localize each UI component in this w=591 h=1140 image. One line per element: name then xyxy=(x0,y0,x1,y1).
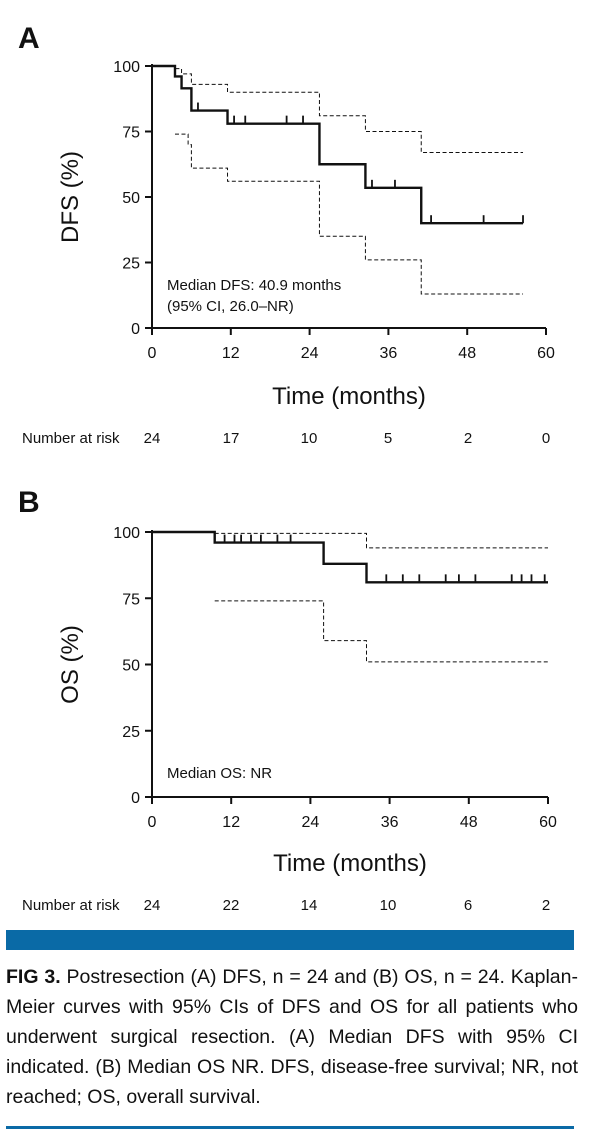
caption-label: FIG 3. xyxy=(6,966,61,988)
risk-value-b: 10 xyxy=(380,897,397,914)
x-tick-label-a: 12 xyxy=(222,345,240,362)
y-tick-label-b: 0 xyxy=(131,790,140,807)
x-tick-label-b: 0 xyxy=(148,814,157,831)
x-tick-label-b: 36 xyxy=(381,814,399,831)
risk-value-b: 24 xyxy=(144,897,161,914)
color-band xyxy=(6,930,574,950)
x-tick-label-b: 60 xyxy=(539,814,557,831)
panel-letter-b: B xyxy=(18,486,40,519)
risk-value-a: 17 xyxy=(223,430,240,447)
bottom-rule xyxy=(6,1126,574,1129)
median-annotation-a: (95% CI, 26.0–NR) xyxy=(167,298,294,315)
y-tick-label-b: 25 xyxy=(122,724,140,741)
y-tick-label-b: 75 xyxy=(122,591,140,608)
x-axis-title-b: Time (months) xyxy=(273,850,427,877)
risk-label-a: Number at risk xyxy=(22,430,120,447)
median-annotation-a: Median DFS: 40.9 months xyxy=(167,277,341,294)
km-estimate-line-b xyxy=(152,530,548,584)
y-tick-label-a: 100 xyxy=(113,59,140,76)
panel-letter-a: A xyxy=(18,22,40,55)
y-tick-label-b: 100 xyxy=(113,525,140,542)
ci-upper-line-a xyxy=(152,65,524,153)
x-tick-label-a: 60 xyxy=(537,345,555,362)
risk-label-b: Number at risk xyxy=(22,897,120,914)
risk-value-b: 2 xyxy=(542,897,550,914)
x-tick-label-a: 0 xyxy=(148,345,157,362)
y-axis-title-b: OS (%) xyxy=(57,625,84,704)
y-tick-label-a: 50 xyxy=(122,190,140,207)
y-tick-label-a: 75 xyxy=(122,125,140,142)
y-tick-label-a: 25 xyxy=(122,256,140,273)
risk-value-a: 2 xyxy=(464,430,472,447)
x-tick-label-a: 24 xyxy=(301,345,319,362)
risk-value-a: 0 xyxy=(542,430,550,447)
risk-value-b: 6 xyxy=(464,897,472,914)
risk-value-b: 14 xyxy=(301,897,318,914)
ci-upper-line-b xyxy=(214,532,548,549)
x-axis-title-a: Time (months) xyxy=(272,383,426,410)
y-tick-label-b: 50 xyxy=(122,658,140,675)
risk-value-b: 22 xyxy=(223,897,240,914)
median-annotation-b: Median OS: NR xyxy=(167,765,272,782)
risk-value-a: 24 xyxy=(144,430,161,447)
km-estimate-line-a xyxy=(152,64,524,225)
x-tick-label-b: 12 xyxy=(222,814,240,831)
risk-value-a: 5 xyxy=(384,430,392,447)
y-axis-title-a: DFS (%) xyxy=(57,151,84,243)
ci-lower-line-a xyxy=(174,133,524,295)
x-tick-label-a: 36 xyxy=(380,345,398,362)
risk-value-a: 10 xyxy=(301,430,318,447)
x-tick-label-b: 48 xyxy=(460,814,478,831)
x-tick-label-b: 24 xyxy=(302,814,320,831)
x-tick-label-a: 48 xyxy=(458,345,476,362)
y-tick-label-a: 0 xyxy=(131,321,140,338)
ci-lower-line-b xyxy=(214,600,548,663)
figure-caption: FIG 3. Postresection (A) DFS, n = 24 and… xyxy=(6,962,578,1112)
caption-text: Postresection (A) DFS, n = 24 and (B) OS… xyxy=(6,966,578,1108)
